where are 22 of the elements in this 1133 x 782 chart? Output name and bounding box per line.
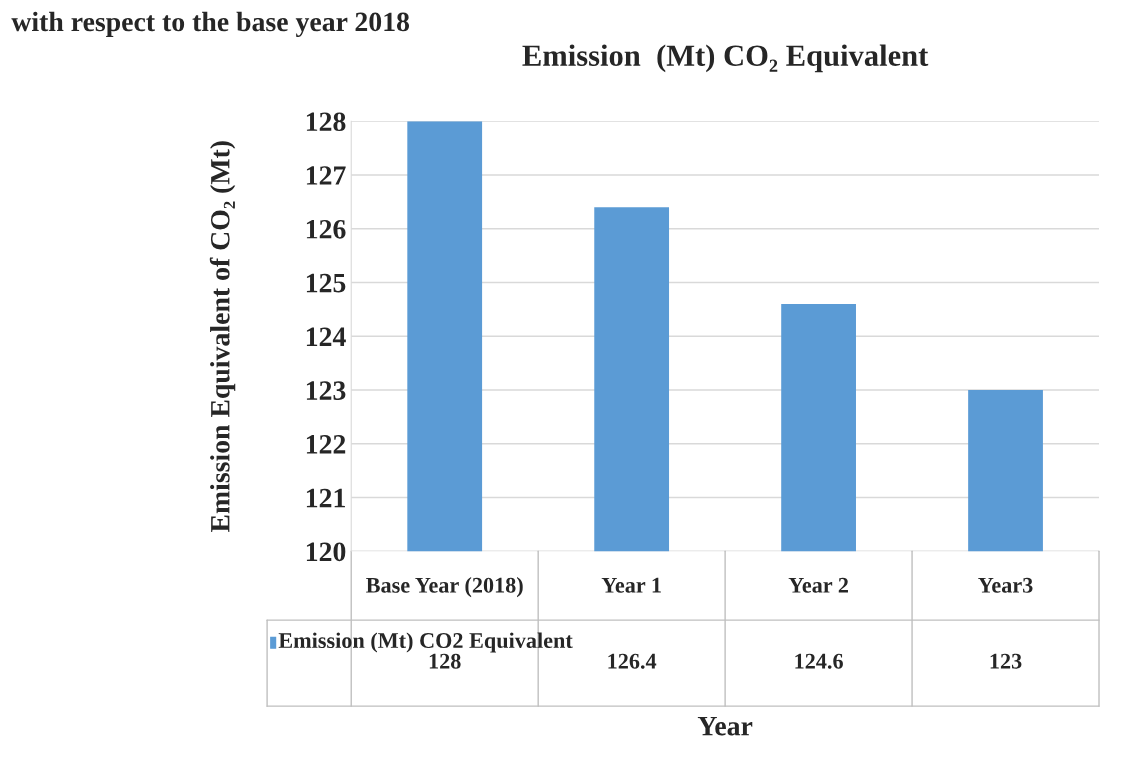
data-label: 126.4	[608, 653, 657, 669]
y-tick-label: 123	[306, 381, 346, 400]
chart-title: Emission (Mt) CO₂ Equivalent	[522, 44, 929, 73]
y-tick-label: 126	[306, 219, 346, 239]
y-tick-label: 124	[306, 327, 346, 346]
text: with respect to the base year 2018	[11, 11, 410, 37]
x-axis-title: Year	[697, 716, 753, 736]
data-label: 124.6	[795, 653, 843, 669]
legend-label: Emission (Mt) CO2 Equivalent	[278, 632, 573, 653]
x-tick-label: Year3	[978, 577, 1033, 593]
y-tick-label: 128	[306, 112, 346, 132]
y-tick-label: 127	[306, 166, 346, 185]
y-axis-title: Emission Equivalent of CO₂ (Mt)	[209, 141, 236, 533]
x-tick-label: Year 2	[788, 577, 848, 593]
data-label: 128	[429, 653, 461, 669]
y-tick-label: 120	[306, 542, 346, 562]
x-tick-label: Year 1	[601, 577, 661, 593]
y-tick-label: 122	[306, 435, 346, 454]
y-tick-label: 125	[306, 273, 346, 293]
data-label: 123	[990, 653, 1022, 669]
y-tick-label: 121	[306, 488, 345, 508]
x-tick-label: Base Year (2018)	[366, 577, 523, 598]
